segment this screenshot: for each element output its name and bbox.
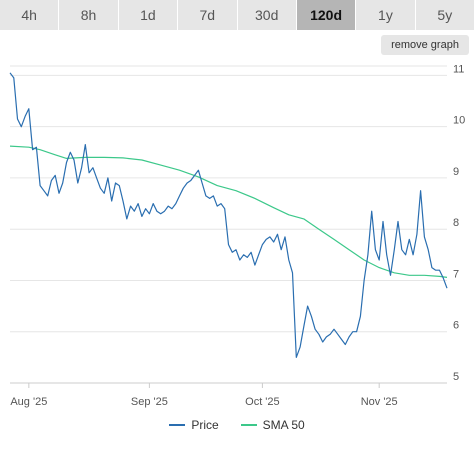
tab-4h[interactable]: 4h [0,0,60,30]
y-tick-label: 7 [453,268,459,280]
y-tick-label: 8 [453,217,459,229]
legend-label-price: Price [191,418,219,432]
series-lines [9,72,448,358]
y-tick-label: 9 [453,166,459,178]
y-tick-label: 11 [453,63,464,75]
x-axis: Aug '25 Sep '25 Oct '25 Nov '25 [10,382,447,408]
tab-120d[interactable]: 120d [296,0,357,30]
y-tick-label: 10 [453,115,465,127]
timeframe-tabs: 4h 8h 1d 7d 30d 120d 1y 5y [0,0,474,30]
tab-30d[interactable]: 30d [237,0,297,30]
y-axis: 5 6 7 8 9 10 11 [453,63,465,383]
legend-swatch-price [169,424,186,426]
legend-item-sma50[interactable]: SMA 50 [240,418,305,432]
legend-label-sma50: SMA 50 [262,418,305,432]
grid-lines [10,65,447,384]
x-tick-label: Oct '25 [245,396,280,408]
tab-5y[interactable]: 5y [415,0,474,30]
x-tick-label: Aug '25 [10,396,47,408]
price-chart: 5 6 7 8 9 10 11 Aug '25 Sep '25 Oct '25 Nov '25 [9,63,465,408]
x-tick-label: Nov '25 [361,396,398,408]
tab-8h[interactable]: 8h [59,0,119,30]
tab-7d[interactable]: 7d [178,0,238,30]
tab-1y[interactable]: 1y [356,0,416,30]
x-tick-label: Sep '25 [131,396,168,408]
legend-item-price[interactable]: Price [169,418,219,432]
series-line-sma50 [9,145,448,278]
legend-swatch-sma50 [240,424,257,426]
series-line-price [9,72,448,358]
y-tick-label: 6 [453,320,459,332]
remove-graph-button[interactable]: remove graph [381,35,469,55]
legend: Price SMA 50 [0,418,474,432]
tab-1d[interactable]: 1d [118,0,179,30]
y-tick-label: 5 [453,371,459,383]
